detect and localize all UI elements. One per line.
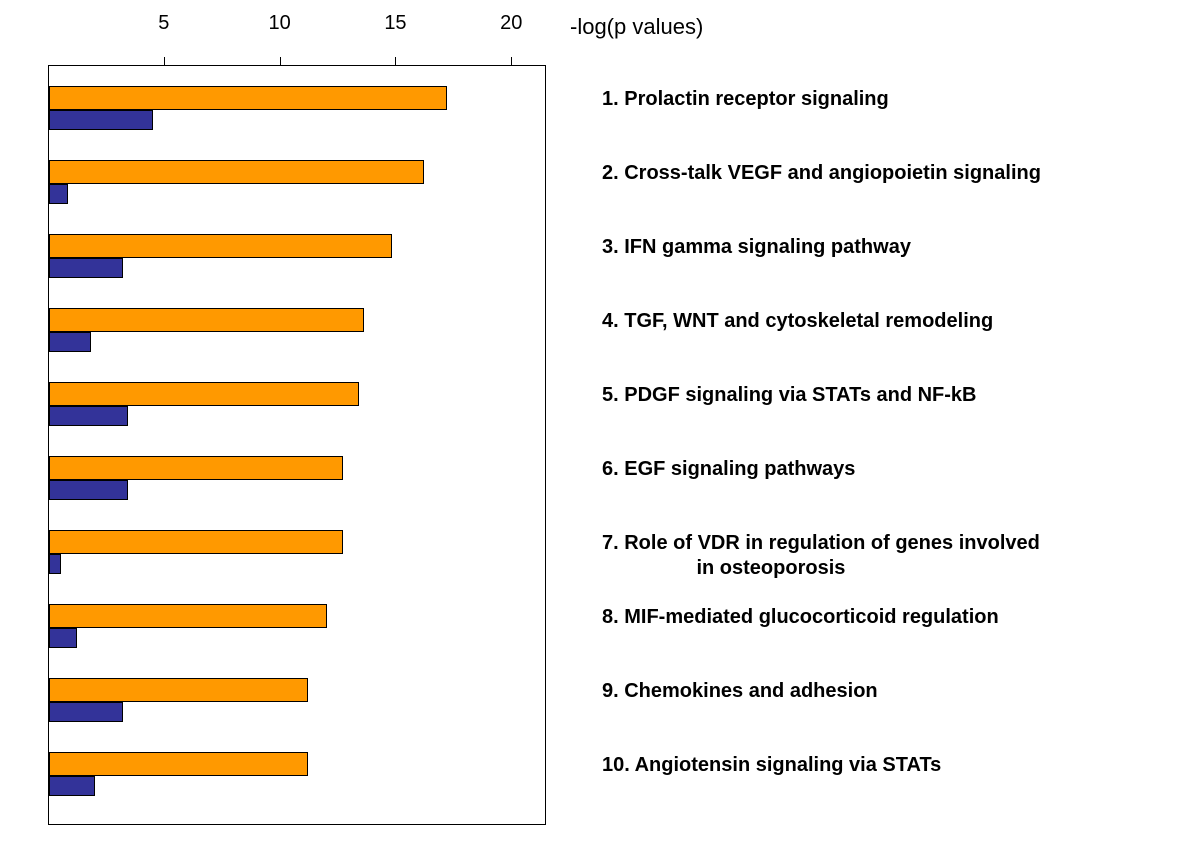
bar-series-blue	[49, 554, 61, 574]
plot-area	[48, 65, 546, 825]
bar-series-blue	[49, 702, 123, 722]
bar-series-blue	[49, 480, 128, 500]
row-label: 7. Role of VDR in regulation of genes in…	[602, 531, 1040, 581]
row-label: 3. IFN gamma signaling pathway	[602, 235, 911, 260]
bar-series-blue	[49, 258, 123, 278]
x-tick-label: 15	[384, 12, 406, 35]
bar-series-orange	[49, 678, 308, 702]
bar-series-blue	[49, 406, 128, 426]
row-label: 9. Chemokines and adhesion	[602, 679, 878, 704]
x-tick-label: 20	[500, 12, 522, 35]
bar-series-orange	[49, 530, 343, 554]
bar-series-blue	[49, 628, 77, 648]
bar-series-orange	[49, 308, 364, 332]
row-label: 2. Cross-talk VEGF and angiopoietin sign…	[602, 161, 1041, 186]
bar-series-blue	[49, 110, 153, 130]
x-tick-mark	[164, 57, 165, 65]
row-label: 6. EGF signaling pathways	[602, 457, 855, 482]
bar-series-orange	[49, 752, 308, 776]
bar-series-orange	[49, 160, 424, 184]
bar-series-orange	[49, 604, 327, 628]
bar-series-orange	[49, 234, 392, 258]
bar-series-orange	[49, 86, 447, 110]
x-tick-mark	[280, 57, 281, 65]
bar-series-orange	[49, 382, 359, 406]
bar-series-blue	[49, 776, 95, 796]
x-tick-label: 10	[269, 12, 291, 35]
row-label: 1. Prolactin receptor signaling	[602, 87, 889, 112]
bar-series-orange	[49, 456, 343, 480]
x-tick-mark	[511, 57, 512, 65]
row-label: 10. Angiotensin signaling via STATs	[602, 753, 941, 778]
bar-series-blue	[49, 184, 68, 204]
x-axis-title: -log(p values)	[570, 14, 703, 40]
row-label: 8. MIF-mediated glucocorticoid regulatio…	[602, 605, 999, 630]
x-tick-mark	[395, 57, 396, 65]
pathway-bar-chart: 5 10 15 20 -log(p values) 1. Prolactin rece…	[0, 0, 1187, 848]
row-label: 4. TGF, WNT and cytoskeletal remodeling	[602, 309, 993, 334]
bar-series-blue	[49, 332, 91, 352]
x-tick-label: 5	[158, 12, 169, 35]
row-label: 5. PDGF signaling via STATs and NF-kB	[602, 383, 977, 408]
